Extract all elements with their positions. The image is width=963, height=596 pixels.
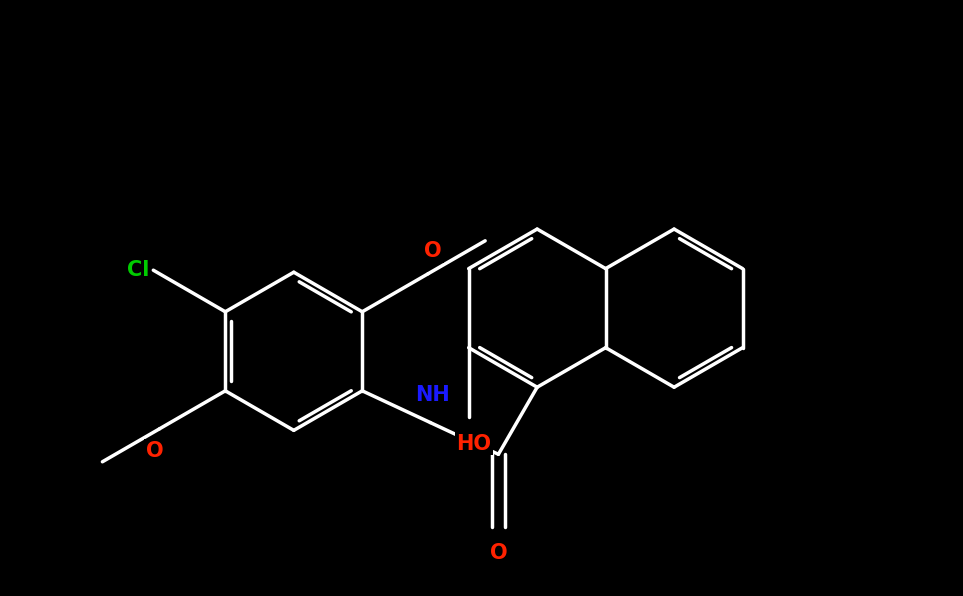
Text: Cl: Cl	[127, 260, 149, 280]
Text: NH: NH	[415, 385, 450, 405]
Text: O: O	[489, 544, 508, 563]
Text: O: O	[145, 441, 163, 461]
Text: O: O	[425, 241, 442, 262]
Text: HO: HO	[456, 434, 491, 454]
